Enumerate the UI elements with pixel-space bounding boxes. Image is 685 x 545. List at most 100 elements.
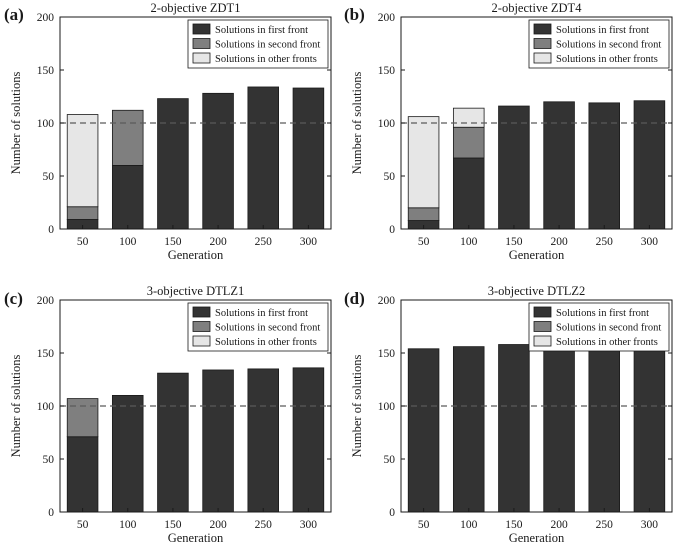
panel-label: (a)	[4, 5, 24, 24]
panel-d: (d) 3-objective DTLZ2 0 50 100 150 200 50 100 150…	[344, 284, 673, 545]
bar-first-gen-250	[588, 341, 621, 513]
legend-swatch-other	[533, 52, 552, 64]
x-tick-label: 100	[460, 519, 478, 531]
y-tick-label: 50	[384, 454, 396, 466]
panel-label: (c)	[4, 289, 23, 308]
legend-swatch-first	[533, 23, 552, 35]
bar-other-gen-50	[66, 114, 99, 208]
legend-swatch-first	[192, 306, 211, 318]
y-axis-label: Number of solutions	[9, 71, 23, 174]
legend-label-other: Solutions in other fronts	[215, 54, 317, 65]
legend-label-second: Solutions in second front	[215, 40, 320, 51]
x-axis-label: Generation	[168, 248, 224, 262]
bar-second-gen-100	[111, 109, 144, 166]
x-tick-label: 150	[505, 236, 523, 248]
chart-title: 3-objective DTLZ1	[147, 284, 245, 298]
bar-first-gen-150	[498, 105, 530, 230]
y-tick-label: 200	[378, 12, 396, 24]
y-tick-label: 200	[378, 295, 396, 307]
legend-label-other: Solutions in other fronts	[556, 337, 658, 348]
bar-second-gen-50	[66, 206, 99, 220]
legend-swatch-other	[533, 335, 552, 347]
bar-first-gen-100	[452, 157, 485, 230]
legend: Solutions in first front Solutions in sec…	[187, 302, 329, 352]
bar-first-gen-150	[498, 344, 530, 513]
legend-box	[528, 19, 670, 69]
legend-label-other: Solutions in other fronts	[556, 54, 658, 65]
y-tick-label: 150	[37, 348, 55, 360]
legend-swatch-second	[533, 321, 552, 332]
x-tick-label: 300	[641, 519, 659, 531]
bar-first-gen-200	[543, 341, 575, 513]
bar-first-gen-100	[111, 164, 144, 230]
x-tick-label: 200	[550, 236, 568, 248]
y-tick-label: 200	[37, 295, 55, 307]
bar-second-gen-50	[407, 207, 440, 221]
legend-swatch-first	[192, 23, 211, 35]
legend: Solutions in first front Solutions in sec…	[187, 19, 329, 69]
bar-other-gen-100	[452, 107, 485, 128]
x-axis-label: Generation	[509, 531, 565, 545]
y-tick-label: 50	[43, 171, 55, 183]
x-tick-label: 50	[418, 519, 430, 531]
bar-first-gen-200	[202, 369, 234, 513]
panel-label: (d)	[344, 289, 365, 308]
bar-first-gen-100	[452, 346, 485, 513]
y-tick-label: 0	[48, 507, 54, 519]
x-tick-label: 100	[119, 236, 137, 248]
legend-label-second: Solutions in second front	[215, 323, 320, 334]
x-tick-label: 50	[418, 236, 430, 248]
bar-first-gen-300	[633, 100, 666, 230]
x-tick-label: 100	[460, 236, 478, 248]
y-axis-label: Number of solutions	[9, 354, 23, 457]
bar-first-gen-250	[588, 102, 621, 230]
y-axis-label: Number of solutions	[350, 354, 364, 457]
x-tick-label: 150	[164, 236, 182, 248]
chart-title: 3-objective DTLZ2	[488, 284, 586, 298]
panel-label: (b)	[344, 5, 365, 24]
x-tick-label: 250	[255, 236, 273, 248]
x-tick-label: 300	[300, 236, 318, 248]
legend-swatch-other	[192, 335, 211, 347]
y-tick-label: 0	[48, 224, 54, 236]
x-axis-label: Generation	[509, 248, 565, 262]
legend-swatch-second	[192, 38, 211, 49]
x-tick-label: 50	[77, 236, 89, 248]
legend-label-first: Solutions in first front	[556, 308, 649, 319]
chart-title: 2-objective ZDT4	[492, 1, 583, 15]
legend: Solutions in first front Solutions in sec…	[528, 302, 670, 352]
x-tick-label: 200	[550, 519, 568, 531]
x-axis-label: Generation	[168, 531, 224, 545]
y-tick-label: 100	[378, 401, 396, 413]
panel-c: (c) 3-objective DTLZ1 0 50 100 150 200 50 100 150…	[4, 284, 332, 545]
y-tick-label: 150	[37, 65, 55, 77]
panel-a: (a) 2-objective ZDT1 0 50 100 150 200 50 100 150 2…	[4, 1, 332, 262]
bar-first-gen-150	[157, 98, 189, 230]
legend-label-first: Solutions in first front	[215, 308, 308, 319]
x-tick-label: 300	[641, 236, 659, 248]
bar-first-gen-250	[247, 368, 279, 513]
bar-first-gen-50	[66, 436, 99, 513]
x-tick-label: 200	[209, 519, 227, 531]
legend-label-second: Solutions in second front	[556, 40, 661, 51]
bar-other-gen-50	[407, 116, 440, 209]
bar-second-gen-100	[452, 126, 485, 159]
chart-title: 2-objective ZDT1	[151, 1, 241, 15]
bar-first-gen-200	[202, 92, 234, 230]
panel-b: (b) 2-objective ZDT4 0 50 100 150 200 50 100 150 2…	[344, 1, 673, 262]
legend-swatch-second	[533, 38, 552, 49]
x-tick-label: 50	[77, 519, 89, 531]
y-tick-label: 150	[378, 65, 396, 77]
bar-first-gen-300	[292, 87, 325, 230]
bar-first-gen-300	[292, 367, 325, 513]
legend-box	[187, 302, 329, 352]
bar-first-gen-250	[247, 86, 279, 230]
x-tick-label: 100	[119, 519, 137, 531]
y-axis-label: Number of solutions	[350, 71, 364, 174]
x-tick-label: 250	[596, 236, 614, 248]
y-tick-label: 150	[378, 348, 396, 360]
legend-label-second: Solutions in second front	[556, 323, 661, 334]
bar-first-gen-150	[157, 372, 189, 513]
y-tick-label: 100	[37, 118, 55, 130]
